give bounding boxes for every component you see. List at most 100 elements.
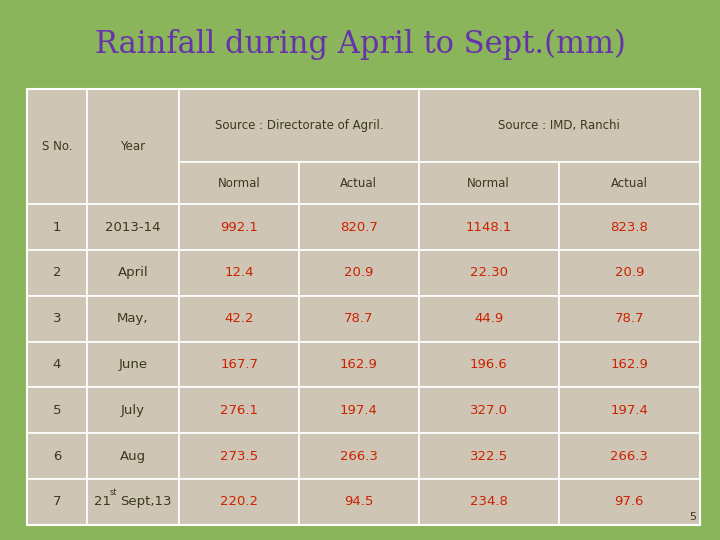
Text: 234.8: 234.8 xyxy=(469,496,508,509)
Text: 78.7: 78.7 xyxy=(344,312,374,325)
Bar xyxy=(179,296,299,342)
Text: Sept,13: Sept,13 xyxy=(120,496,171,509)
Text: 196.6: 196.6 xyxy=(470,358,508,371)
Bar xyxy=(559,296,700,342)
Bar xyxy=(299,250,419,296)
Bar xyxy=(299,296,419,342)
Text: 273.5: 273.5 xyxy=(220,450,258,463)
Bar xyxy=(179,204,299,250)
Bar xyxy=(179,433,299,479)
Text: 823.8: 823.8 xyxy=(611,220,648,233)
Bar xyxy=(559,162,700,204)
Bar xyxy=(86,479,179,525)
Bar xyxy=(86,204,179,250)
Text: 5: 5 xyxy=(689,512,696,522)
Bar xyxy=(559,433,700,479)
Bar xyxy=(299,479,419,525)
Bar xyxy=(86,296,179,342)
Text: Normal: Normal xyxy=(218,177,261,190)
Text: Actual: Actual xyxy=(611,177,648,190)
Text: Source : Directorate of Agril.: Source : Directorate of Agril. xyxy=(215,119,383,132)
Text: 97.6: 97.6 xyxy=(615,496,644,509)
Bar xyxy=(179,387,299,433)
Bar xyxy=(559,250,700,296)
Text: 94.5: 94.5 xyxy=(344,496,374,509)
Bar xyxy=(419,479,559,525)
Text: 322.5: 322.5 xyxy=(469,450,508,463)
Text: 2: 2 xyxy=(53,266,61,279)
Bar xyxy=(179,89,419,162)
Bar xyxy=(86,342,179,387)
Text: 4: 4 xyxy=(53,358,61,371)
Text: 22.30: 22.30 xyxy=(469,266,508,279)
Text: 42.2: 42.2 xyxy=(225,312,254,325)
Text: 266.3: 266.3 xyxy=(340,450,378,463)
Text: June: June xyxy=(118,358,148,371)
Text: 7: 7 xyxy=(53,496,61,509)
Bar xyxy=(86,89,179,204)
Bar xyxy=(27,479,86,525)
Bar xyxy=(27,204,86,250)
Text: 1: 1 xyxy=(53,220,61,233)
Bar xyxy=(419,162,559,204)
Bar xyxy=(419,387,559,433)
Bar xyxy=(299,342,419,387)
Text: 6: 6 xyxy=(53,450,61,463)
Text: 2013-14: 2013-14 xyxy=(105,220,161,233)
Text: 78.7: 78.7 xyxy=(614,312,644,325)
Text: 21: 21 xyxy=(94,496,111,509)
Text: Source : IMD, Ranchi: Source : IMD, Ranchi xyxy=(498,119,620,132)
Text: April: April xyxy=(117,266,148,279)
Text: 276.1: 276.1 xyxy=(220,404,258,417)
Bar xyxy=(179,479,299,525)
Text: 167.7: 167.7 xyxy=(220,358,258,371)
Bar xyxy=(86,387,179,433)
Text: 1148.1: 1148.1 xyxy=(466,220,512,233)
Text: Actual: Actual xyxy=(341,177,377,190)
Text: S No.: S No. xyxy=(42,140,72,153)
Text: 5: 5 xyxy=(53,404,61,417)
Bar xyxy=(559,387,700,433)
Bar xyxy=(179,250,299,296)
Text: 327.0: 327.0 xyxy=(469,404,508,417)
Bar xyxy=(559,204,700,250)
Text: 44.9: 44.9 xyxy=(474,312,503,325)
Text: 20.9: 20.9 xyxy=(344,266,374,279)
Text: May,: May, xyxy=(117,312,149,325)
Bar xyxy=(27,250,86,296)
Text: Year: Year xyxy=(120,140,145,153)
Text: 162.9: 162.9 xyxy=(611,358,648,371)
Text: 197.4: 197.4 xyxy=(611,404,648,417)
Bar xyxy=(179,342,299,387)
Bar xyxy=(27,89,700,525)
Text: 266.3: 266.3 xyxy=(611,450,648,463)
Text: 3: 3 xyxy=(53,312,61,325)
Bar xyxy=(419,342,559,387)
Bar xyxy=(27,433,86,479)
Text: Normal: Normal xyxy=(467,177,510,190)
Bar xyxy=(419,250,559,296)
Text: Rainfall during April to Sept.(mm): Rainfall during April to Sept.(mm) xyxy=(94,29,626,60)
Text: st: st xyxy=(110,488,117,497)
Bar xyxy=(419,296,559,342)
Text: 20.9: 20.9 xyxy=(615,266,644,279)
Bar xyxy=(559,342,700,387)
Bar xyxy=(299,162,419,204)
Text: 820.7: 820.7 xyxy=(340,220,378,233)
Bar xyxy=(299,204,419,250)
Bar xyxy=(419,204,559,250)
Text: 12.4: 12.4 xyxy=(225,266,254,279)
Text: July: July xyxy=(121,404,145,417)
Bar xyxy=(299,387,419,433)
Text: 992.1: 992.1 xyxy=(220,220,258,233)
Text: Aug: Aug xyxy=(120,450,146,463)
Bar xyxy=(179,162,299,204)
Bar xyxy=(559,479,700,525)
Text: 197.4: 197.4 xyxy=(340,404,378,417)
Bar xyxy=(299,433,419,479)
Bar xyxy=(27,296,86,342)
Text: 220.2: 220.2 xyxy=(220,496,258,509)
Bar xyxy=(27,387,86,433)
Bar xyxy=(86,250,179,296)
Bar xyxy=(419,89,700,162)
